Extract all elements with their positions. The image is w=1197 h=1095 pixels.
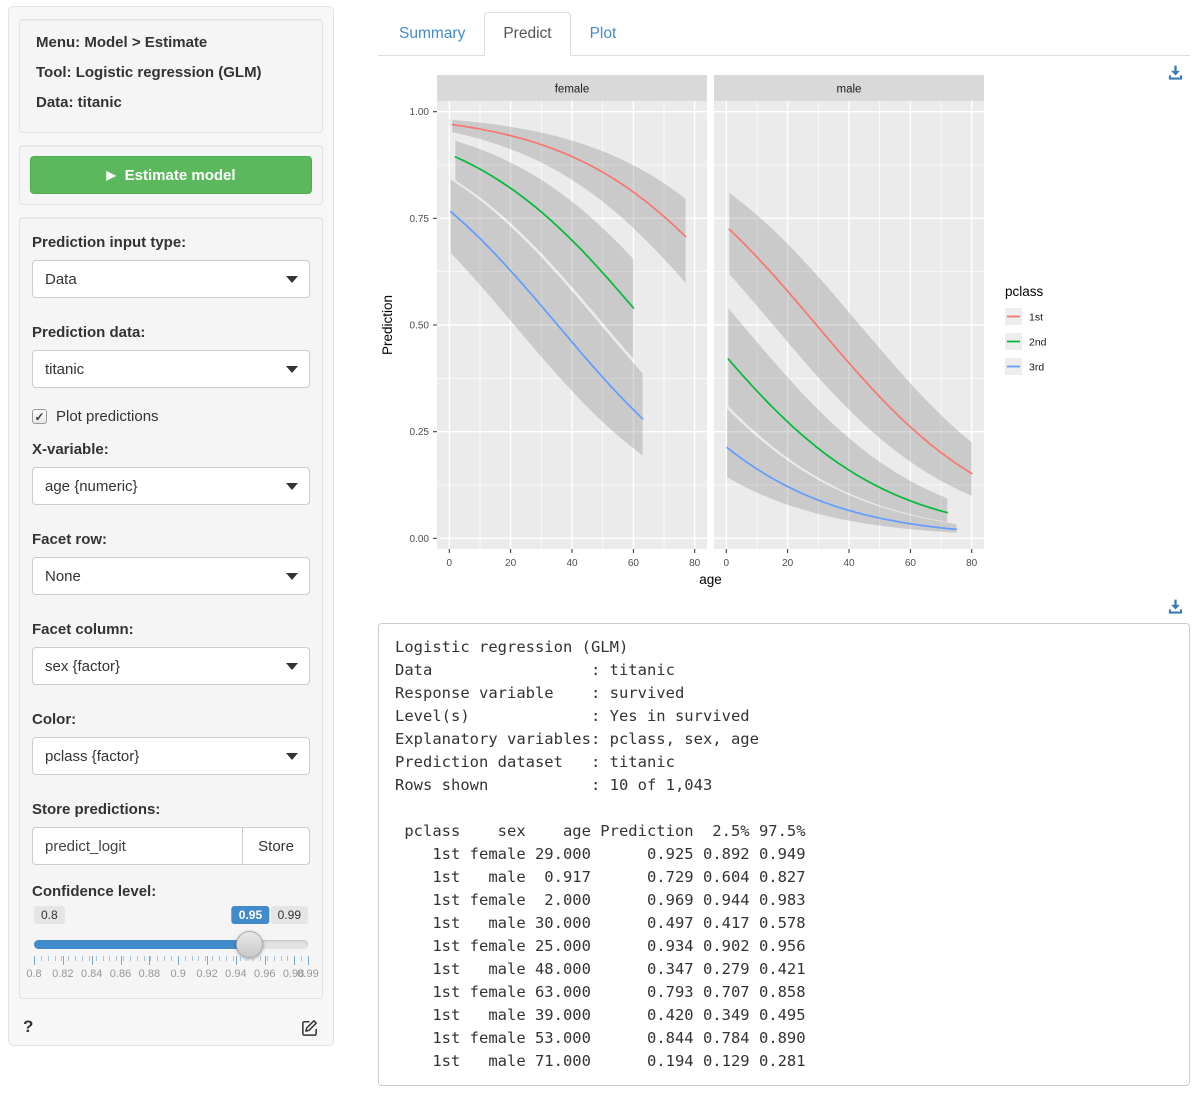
- slider-min-badge: 0.8: [34, 906, 65, 924]
- svg-text:80: 80: [966, 558, 978, 569]
- tool-info: Tool: Logistic regression (GLM): [36, 64, 262, 81]
- svg-text:female: female: [555, 84, 590, 96]
- chevron-down-icon: [286, 663, 298, 670]
- prediction-console: Logistic regression (GLM) Data : titanic…: [378, 623, 1190, 1086]
- input-type-select[interactable]: Data: [32, 260, 310, 298]
- svg-text:2nd: 2nd: [1029, 337, 1047, 349]
- svg-text:1st: 1st: [1029, 312, 1043, 324]
- plot-area: female 0 20 40 60 80 male 0 20 40 60 80 0.00 0.25 0.50…: [378, 60, 1190, 595]
- confidence-grid: 0.8 0.82 0.84 0.86 0.88 0.9 0.92 0.94 0.96 0.98 0.…: [26, 956, 319, 986]
- prediction-output: Logistic regression (GLM) Data : titanic…: [395, 638, 806, 1070]
- slider-max-badge: 0.99: [270, 906, 308, 924]
- tab-plot[interactable]: Plot: [589, 25, 617, 42]
- svg-text:pclass: pclass: [1005, 284, 1044, 299]
- select-value: sex {factor}: [45, 657, 121, 675]
- svg-text:3rd: 3rd: [1029, 362, 1044, 374]
- svg-text:20: 20: [782, 558, 794, 569]
- slider-handle[interactable]: [236, 931, 264, 958]
- checkbox-checked-icon: ✓: [32, 409, 47, 424]
- estimate-panel: ▶ Estimate model: [19, 145, 323, 205]
- svg-text:male: male: [837, 84, 862, 96]
- facet-column-label: Facet column:: [32, 621, 134, 638]
- svg-text:80: 80: [689, 558, 701, 569]
- chevron-down-icon: [286, 366, 298, 373]
- svg-text:0.75: 0.75: [410, 214, 430, 225]
- main-panel: Summary Predict Plot female 0 20 40 60 80 male…: [378, 0, 1190, 1086]
- confidence-level-label: Confidence level:: [32, 883, 157, 900]
- svg-text:60: 60: [628, 558, 640, 569]
- svg-text:0: 0: [724, 558, 730, 569]
- svg-text:0.50: 0.50: [410, 321, 430, 332]
- svg-text:60: 60: [905, 558, 917, 569]
- svg-text:20: 20: [505, 558, 517, 569]
- store-predictions-label: Store predictions:: [32, 801, 161, 818]
- svg-text:40: 40: [843, 558, 855, 569]
- svg-text:Prediction: Prediction: [380, 295, 395, 355]
- svg-text:age: age: [699, 572, 722, 587]
- svg-text:1.00: 1.00: [410, 107, 430, 118]
- facet-row-select[interactable]: None: [32, 557, 310, 595]
- chevron-down-icon: [286, 573, 298, 580]
- select-value: titanic: [45, 360, 85, 378]
- facet-row-label: Facet row:: [32, 531, 108, 548]
- prediction-plot: female 0 20 40 60 80 male 0 20 40 60 80 0.00 0.25 0.50…: [380, 75, 1047, 587]
- select-value: pclass {factor}: [45, 747, 140, 765]
- svg-text:40: 40: [566, 558, 578, 569]
- play-icon: ▶: [106, 168, 116, 182]
- select-value: None: [45, 567, 81, 585]
- x-variable-label: X-variable:: [32, 441, 109, 458]
- svg-text:0.00: 0.00: [410, 534, 430, 545]
- prediction-controls-panel: Prediction input type: Data Prediction d…: [19, 217, 323, 999]
- sidebar-footer: ?: [23, 1017, 319, 1037]
- model-info-panel: Menu: Model > Estimate Tool: Logistic re…: [19, 19, 323, 133]
- slider-track[interactable]: [34, 931, 308, 958]
- svg-text:0.25: 0.25: [410, 427, 430, 438]
- color-label: Color:: [32, 711, 77, 728]
- store-button[interactable]: Store: [242, 827, 310, 865]
- select-value: Data: [45, 270, 77, 288]
- color-select[interactable]: pclass {factor}: [32, 737, 310, 775]
- prediction-data-select[interactable]: titanic: [32, 350, 310, 388]
- chevron-down-icon: [286, 276, 298, 283]
- download-table-icon[interactable]: [1167, 598, 1184, 616]
- store-predictions-input[interactable]: [32, 827, 244, 865]
- slider-fill: [34, 940, 251, 949]
- tab-predict[interactable]: Predict: [484, 12, 571, 56]
- slider-value-badge: 0.95: [231, 906, 270, 924]
- tab-bar: Summary Predict Plot: [378, 0, 1190, 56]
- facet-column-select[interactable]: sex {factor}: [32, 647, 310, 685]
- prediction-data-label: Prediction data:: [32, 324, 146, 341]
- chevron-down-icon: [286, 483, 298, 490]
- sidebar: Menu: Model > Estimate Tool: Logistic re…: [8, 6, 334, 1046]
- download-plot-icon[interactable]: [1167, 64, 1184, 82]
- plot-predictions-label: Plot predictions: [56, 408, 159, 425]
- confidence-slider: 0.8 0.95 0.99 0.8 0.82 0.84 0.86 0.88 0.9 0.92…: [26, 906, 319, 992]
- menu-info: Menu: Model > Estimate: [36, 34, 208, 51]
- svg-text:0: 0: [447, 558, 453, 569]
- plot-predictions-checkbox[interactable]: ✓ Plot predictions: [32, 408, 310, 425]
- chevron-down-icon: [286, 753, 298, 760]
- x-variable-select[interactable]: age {numeric}: [32, 467, 310, 505]
- report-edit-icon[interactable]: [300, 1018, 319, 1037]
- select-value: age {numeric}: [45, 477, 138, 495]
- input-type-label: Prediction input type:: [32, 234, 187, 251]
- data-info: Data: titanic: [36, 94, 122, 111]
- check-icon: ✓: [34, 409, 45, 424]
- estimate-model-button[interactable]: ▶ Estimate model: [30, 156, 312, 194]
- help-icon[interactable]: ?: [23, 1017, 34, 1036]
- estimate-model-label: Estimate model: [124, 166, 236, 184]
- tab-summary[interactable]: Summary: [399, 25, 466, 42]
